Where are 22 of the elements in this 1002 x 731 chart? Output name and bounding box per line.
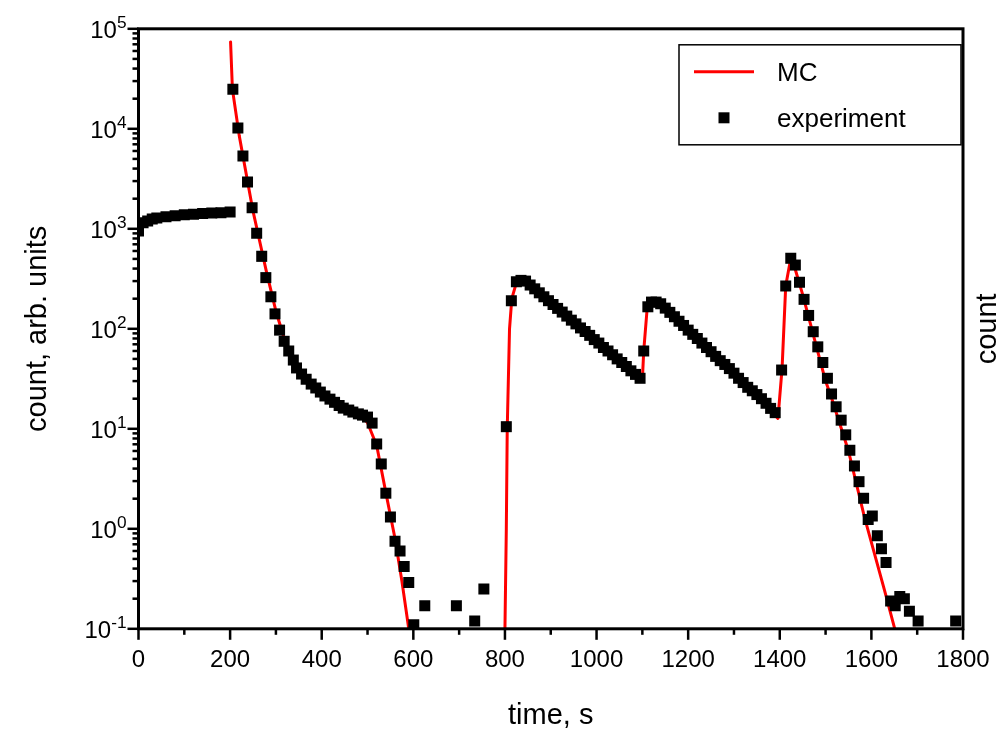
y-tick-label: 10$^{0}$: [90, 511, 127, 543]
x-tick-label: 1200: [661, 644, 715, 672]
legend-label: MC: [777, 56, 818, 87]
x-tick-label: 800: [484, 644, 525, 672]
y-tick-label: 10$^{-1}$: [84, 611, 127, 643]
x-tick-label: 0: [131, 644, 146, 672]
y-tick-label: 10$^{3}$: [90, 211, 127, 243]
y-tick-label: 10$^{2}$: [90, 311, 127, 343]
y-tick-label: 10$^{5}$: [90, 11, 127, 43]
y-tick-label: 10$^{1}$: [90, 411, 127, 443]
x-tick-label: 400: [301, 644, 342, 672]
x-tick-label: 1800: [936, 644, 990, 672]
x-tick-label: 200: [210, 644, 251, 672]
y-axis-title: count, arb. units: [20, 225, 52, 432]
legend-label: experiment: [777, 102, 907, 133]
y-tick-label: 10$^{4}$: [90, 111, 127, 143]
x-axis-title: time, s: [508, 697, 594, 730]
x-tick-label: 1600: [844, 644, 899, 672]
y2-axis-title: count: [970, 293, 1002, 365]
x-tick-label: 1000: [569, 644, 624, 672]
x-tick-label: 1400: [753, 644, 807, 672]
x-tick-label: 600: [393, 644, 434, 672]
